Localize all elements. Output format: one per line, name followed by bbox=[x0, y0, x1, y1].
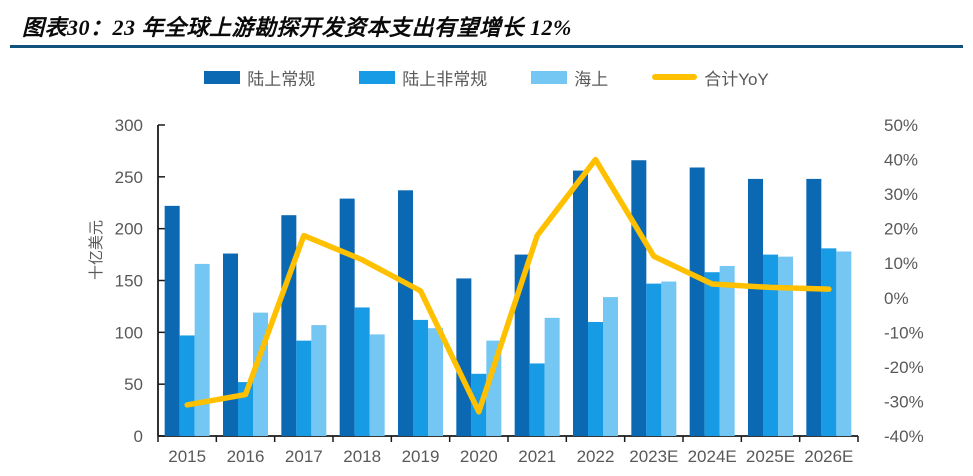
bar-海上-2019 bbox=[428, 328, 443, 436]
title-underline bbox=[10, 45, 963, 48]
x-axis-category-label: 2023E bbox=[629, 447, 678, 466]
bar-海上-2018 bbox=[369, 334, 385, 436]
x-axis-category-label: 2017 bbox=[285, 447, 323, 466]
x-axis-category-label: 2015 bbox=[168, 447, 206, 466]
legend-label: 海上 bbox=[574, 69, 609, 89]
x-axis-category-label: 2024E bbox=[688, 447, 737, 466]
x-axis-category-label: 2022 bbox=[577, 447, 615, 466]
bar-陆上非常规-2017 bbox=[296, 340, 312, 436]
right-axis-tick-label: 20% bbox=[884, 220, 918, 239]
bar-陆上常规-2024E bbox=[689, 167, 705, 436]
bar-陆上非常规-2024E bbox=[704, 272, 720, 436]
bar-陆上非常规-2022 bbox=[588, 321, 603, 436]
x-axis-category-label: 2016 bbox=[227, 447, 265, 466]
chart-legend: 陆上常规 陆上非常规 海上 合计YoY bbox=[0, 62, 973, 92]
right-axis-tick-label: 30% bbox=[884, 185, 918, 204]
bar-陆上常规-2023E bbox=[631, 160, 647, 436]
legend-bar-swatch bbox=[359, 70, 396, 84]
x-axis-category-label: 2019 bbox=[402, 447, 440, 466]
bar-陆上常规-2020 bbox=[456, 278, 472, 436]
left-axis-tick-label: 200 bbox=[115, 220, 143, 239]
bar-陆上常规-2025E bbox=[748, 178, 763, 436]
bar-海上-2017 bbox=[311, 325, 327, 436]
bar-海上-2023E bbox=[661, 281, 677, 436]
bar-陆上非常规-2021 bbox=[529, 363, 545, 436]
left-axis-tick-label: 300 bbox=[115, 116, 143, 135]
legend-label: 合计YoY bbox=[704, 69, 769, 89]
x-axis-category-label: 2025E bbox=[746, 447, 795, 466]
legend-label: 陆上非常规 bbox=[402, 69, 488, 89]
bar-海上-2026E bbox=[836, 251, 852, 436]
bar-陆上常规-2015 bbox=[164, 205, 180, 436]
legend-item-4: 合计YoY bbox=[652, 65, 769, 90]
bar-陆上常规-2026E bbox=[806, 178, 822, 436]
bar-陆上非常规-2023E bbox=[646, 283, 662, 436]
bar-陆上非常规-2025E bbox=[763, 254, 778, 436]
legend-line-swatch bbox=[652, 74, 698, 80]
right-axis-tick-label: -10% bbox=[884, 323, 924, 342]
x-axis-category-label: 2020 bbox=[460, 447, 498, 466]
legend-bar-swatch bbox=[204, 70, 241, 84]
bar-陆上非常规-2026E bbox=[821, 248, 837, 436]
bar-陆上常规-2016 bbox=[223, 253, 238, 436]
figure-title: 图表30：23 年全球上游勘探开发资本支出有望增长 12% bbox=[22, 15, 572, 40]
legend-item-3: 海上 bbox=[531, 65, 608, 90]
bar-陆上非常规-2019 bbox=[413, 319, 428, 436]
legend-item-1: 陆上常规 bbox=[204, 65, 315, 90]
bar-海上-2020 bbox=[486, 340, 502, 436]
bar-陆上常规-2017 bbox=[281, 215, 297, 436]
bar-海上-2025E bbox=[778, 256, 793, 436]
bar-陆上常规-2018 bbox=[339, 198, 355, 436]
right-axis-tick-label: -20% bbox=[884, 358, 924, 377]
right-axis-tick-label: 0% bbox=[884, 289, 909, 308]
x-axis-category-label: 2026E bbox=[804, 447, 853, 466]
bar-陆上非常规-2015 bbox=[179, 335, 195, 436]
legend-item-2: 陆上非常规 bbox=[359, 65, 487, 90]
left-axis-title: 十亿美元 bbox=[88, 220, 105, 280]
x-axis-category-label: 2021 bbox=[518, 447, 556, 466]
bar-海上-2015 bbox=[194, 263, 210, 436]
left-axis-tick-label: 0 bbox=[134, 427, 143, 446]
left-axis-tick-label: 50 bbox=[124, 375, 143, 394]
yoy-line bbox=[184, 156, 832, 415]
bar-海上-2021 bbox=[544, 317, 560, 436]
bar-陆上非常规-2018 bbox=[354, 307, 370, 436]
right-axis-tick-label: -30% bbox=[884, 392, 924, 411]
legend-bar-swatch bbox=[531, 70, 568, 84]
bar-海上-2022 bbox=[603, 297, 618, 436]
legend-label: 陆上常规 bbox=[247, 69, 316, 89]
bar-陆上常规-2022 bbox=[573, 170, 588, 436]
right-axis-tick-label: 10% bbox=[884, 254, 918, 273]
right-axis-tick-label: 50% bbox=[884, 116, 918, 135]
left-axis-tick-label: 250 bbox=[115, 168, 143, 187]
left-axis-tick-label: 150 bbox=[115, 272, 143, 291]
bar-陆上常规-2019 bbox=[398, 190, 413, 436]
left-axis-tick-label: 100 bbox=[115, 323, 143, 342]
bar-海上-2024E bbox=[719, 265, 735, 436]
x-axis-category-label: 2018 bbox=[343, 447, 381, 466]
right-axis-tick-label: -40% bbox=[884, 427, 924, 446]
right-axis-tick-label: 40% bbox=[884, 151, 918, 170]
